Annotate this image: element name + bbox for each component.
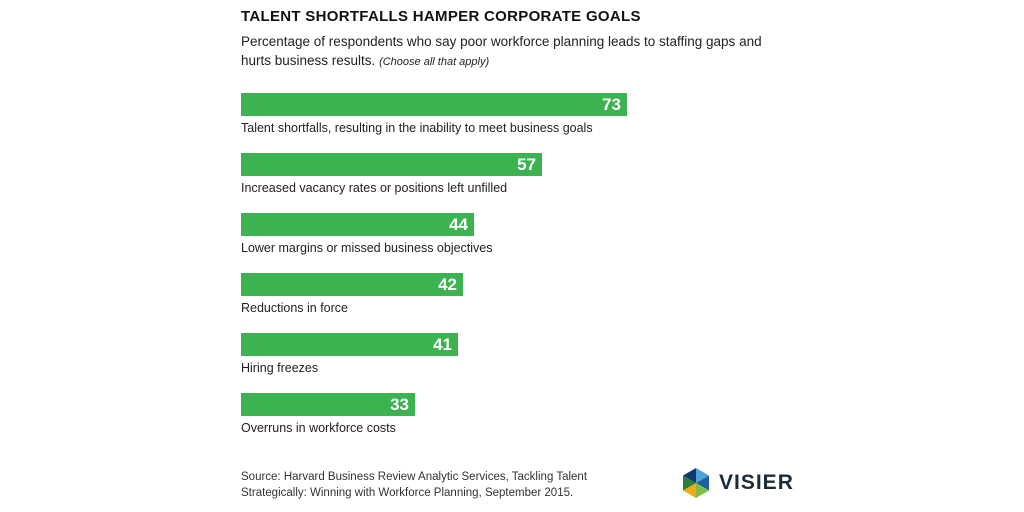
source-note: Source: Harvard Business Review Analytic… — [241, 469, 661, 501]
bar-category-label: Increased vacancy rates or positions lef… — [241, 181, 508, 195]
bar-category-label: Overruns in workforce costs — [241, 421, 396, 435]
bar-value-label: 73 — [602, 95, 621, 114]
bar-value-label: 44 — [449, 215, 468, 234]
logo-segment — [696, 468, 709, 483]
bar-category-label: Hiring freezes — [241, 361, 319, 375]
bar-row: 57 Increased vacancy rates or positions l… — [241, 153, 542, 195]
bar-value-label: 42 — [438, 275, 457, 294]
bar-value-label: 33 — [390, 395, 409, 414]
bar: 57 — [241, 153, 542, 176]
chart-title: TALENT SHORTFALLS HAMPER CORPORATE GOALS — [241, 8, 641, 25]
bar-row: 42 Reductions in force — [241, 273, 463, 315]
source-line-1: Source: Harvard Business Review Analytic… — [241, 471, 588, 483]
subtitle-text: Percentage of respondents who say poor w… — [241, 34, 762, 68]
logo-wordmark: VISIER — [719, 471, 794, 494]
logo-segment — [696, 475, 709, 491]
bar-category-label: Lower margins or missed business objecti… — [241, 241, 493, 255]
bar: 42 — [241, 273, 463, 296]
logo-segment — [683, 475, 696, 491]
bar: 41 — [241, 333, 458, 356]
bar: 73 — [241, 93, 627, 116]
bar-row: 33 Overruns in workforce costs — [241, 393, 415, 435]
bar: 33 — [241, 393, 415, 416]
bar-row: 44 Lower margins or missed business objec… — [241, 213, 493, 255]
chart-subtitle: Percentage of respondents who say poor w… — [241, 32, 781, 72]
bar-category-label: Talent shortfalls, resulting in the inab… — [241, 121, 593, 135]
logo-segment — [696, 483, 709, 498]
bar-row: 41 Hiring freezes — [241, 333, 458, 375]
bar-value-label: 57 — [517, 155, 536, 174]
subtitle-note: (Choose all that apply) — [379, 56, 490, 68]
bar: 44 — [241, 213, 474, 236]
logo-segment — [683, 483, 696, 498]
logo-segment — [683, 468, 696, 483]
bar-category-label: Reductions in force — [241, 301, 349, 315]
bar-value-label: 41 — [433, 335, 452, 354]
visier-logo: VISIER — [680, 467, 794, 499]
visier-logo-icon — [683, 468, 709, 498]
bar-row: 73 Talent shortfalls, resulting in the in… — [241, 93, 627, 135]
source-line-2: Strategically: Winning with Workforce Pl… — [241, 487, 574, 499]
